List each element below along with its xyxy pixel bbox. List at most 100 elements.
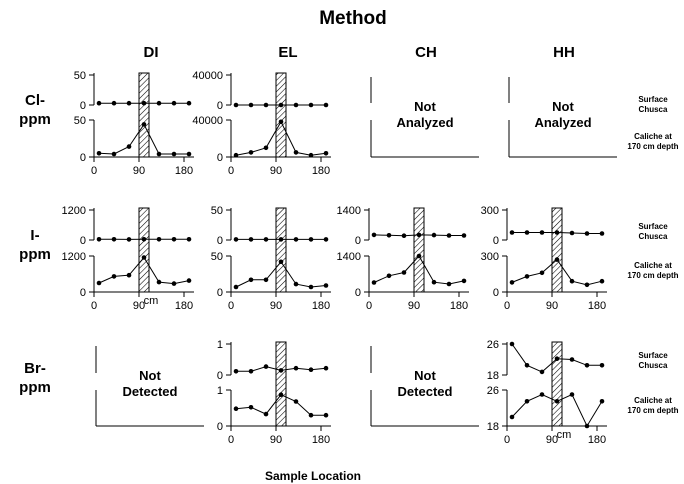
caliche-point: [96, 280, 102, 286]
surface-point: [293, 102, 299, 108]
x-tick-label: 90: [408, 300, 420, 312]
surface-point: [141, 100, 147, 106]
caliche-point: [584, 423, 590, 429]
highlight-band: [275, 341, 287, 427]
caliche-point: [599, 399, 605, 404]
x-tick-label: 0: [228, 300, 234, 312]
placeholder-line1: Not: [414, 368, 436, 383]
surface-point: [371, 232, 377, 238]
surface-point: [554, 230, 560, 235]
surface-point: [111, 100, 117, 106]
row-label-cl-unit: ppm: [19, 111, 51, 128]
caliche-point: [278, 259, 284, 265]
surface-y-tick-label: 1200: [62, 205, 86, 217]
caliche-point: [263, 411, 269, 417]
row-label-i-ion: I-: [30, 227, 39, 244]
caliche-point: [524, 274, 530, 279]
surface-point: [323, 102, 329, 108]
x-tick-label: 90: [133, 300, 145, 312]
surface-point: [539, 230, 545, 235]
caliche-point: [554, 257, 560, 262]
method-header-ch: CH: [415, 44, 437, 61]
x-tick-label: 180: [175, 300, 193, 312]
caliche-y-tick-label: 1400: [337, 251, 361, 263]
surface-point: [171, 237, 177, 242]
surface-point: [171, 100, 177, 106]
surface-y-tick-label: 1400: [337, 205, 361, 217]
surface-point: [323, 365, 329, 371]
caliche-point: [461, 278, 467, 284]
surface-point: [386, 233, 392, 238]
x-tick-label: 90: [546, 300, 558, 312]
placeholder-line1: Not: [139, 368, 161, 383]
highlight-band: [275, 207, 287, 293]
caliche-point: [293, 281, 299, 287]
surface-point: [263, 237, 269, 242]
caliche-point: [263, 145, 269, 151]
x-tick-label: 180: [450, 300, 468, 312]
surface-y-tick-label: 26: [487, 339, 499, 351]
highlight-band: [138, 207, 150, 293]
x-tick-label: 180: [312, 434, 330, 446]
placeholder-line2: Analyzed: [396, 115, 453, 130]
surface-point: [126, 237, 132, 242]
x-tick-label: 180: [312, 300, 330, 312]
placeholder-line2: Detected: [123, 384, 178, 399]
caliche-y-tick-label: 18: [487, 421, 499, 433]
caliche-point: [323, 151, 329, 156]
caliche-y-tick-label: 40000: [192, 115, 223, 127]
surface-point: [416, 232, 422, 238]
surface-point: [111, 237, 117, 242]
caliche-point: [126, 144, 132, 149]
surface-point: [569, 357, 575, 362]
row-label-i-unit: ppm: [19, 246, 51, 263]
caliche-point: [584, 282, 590, 288]
caliche-point: [524, 399, 530, 404]
surface-point: [248, 369, 254, 374]
caliche-point: [278, 392, 284, 398]
caliche-point: [248, 405, 254, 410]
surface-point: [248, 102, 254, 108]
caliche-point: [233, 152, 239, 158]
surface-point: [96, 237, 102, 242]
surface-point: [446, 233, 452, 238]
caliche-point: [569, 392, 575, 397]
surface-y-tick-label: 0: [217, 100, 223, 112]
x-tick-label: 180: [588, 300, 606, 312]
method-header-el: EL: [278, 44, 297, 61]
x-tick-label: 90: [270, 165, 282, 177]
caliche-y-tick-label: 0: [80, 152, 86, 164]
surface-point: [278, 368, 284, 373]
x-tick-label: 90: [133, 165, 145, 177]
surface-point: [599, 231, 605, 236]
surface-point: [263, 102, 269, 108]
caliche-y-tick-label: 50: [74, 115, 86, 127]
surface-point: [584, 231, 590, 236]
caliche-point: [323, 283, 329, 288]
surface-point: [293, 237, 299, 242]
caliche-point: [401, 270, 407, 275]
surface-label-line1: Surface: [638, 222, 668, 231]
placeholder-line2: Detected: [398, 384, 453, 399]
surface-point: [156, 100, 162, 106]
surface-point: [461, 233, 467, 238]
caliche-point: [141, 255, 147, 260]
row-label-cl-ion: Cl-: [25, 92, 45, 109]
x-tick-label: 180: [588, 434, 606, 446]
x-axis-title: Sample Location: [265, 469, 361, 483]
caliche-point: [539, 392, 545, 397]
surface-y-tick-label: 0: [217, 370, 223, 382]
highlight-band: [551, 341, 563, 427]
caliche-point: [371, 280, 377, 285]
caliche-label-line1: Caliche at: [634, 396, 672, 405]
caliche-point: [248, 150, 254, 155]
surface-label-line1: Surface: [638, 351, 668, 360]
